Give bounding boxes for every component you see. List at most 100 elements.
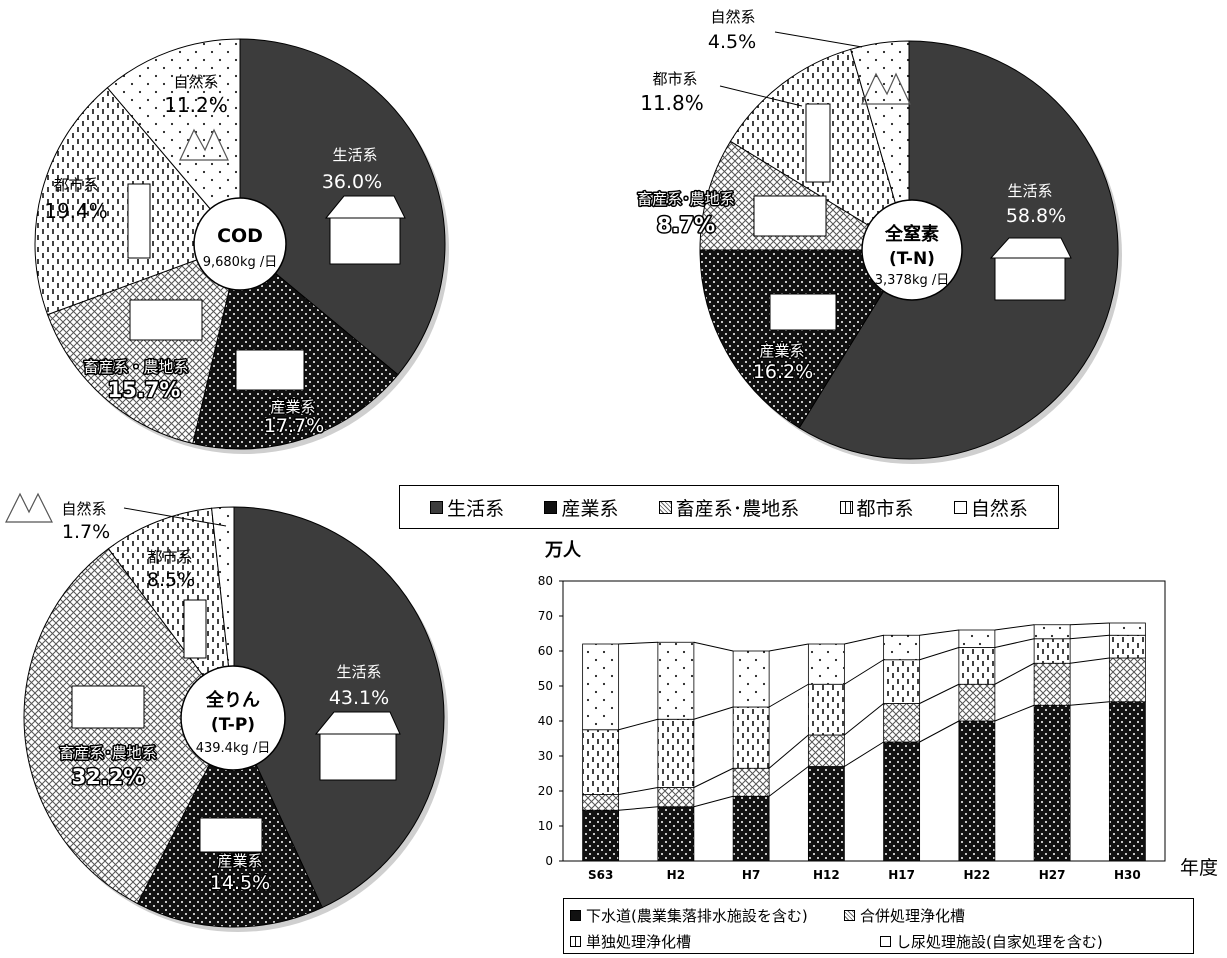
factory-icon <box>770 294 836 330</box>
legend-label: 生活系 <box>447 494 504 521</box>
tn-shizen-label: 自然系 <box>710 8 755 26</box>
tp-sangyo-value: 14.5% <box>210 872 270 894</box>
tp-title2: (T-P) <box>211 715 255 735</box>
bar-segment-1 <box>1034 705 1070 861</box>
legend-item-shizen: 自然系 <box>954 494 1028 521</box>
x-tick-label: H27 <box>1039 868 1066 882</box>
y-tick-label: 20 <box>538 784 553 798</box>
bar-legend-item: し尿処理施設(自家処理を含む) <box>880 931 1103 952</box>
bar-segment-3 <box>808 684 844 735</box>
tp-toshi-value: 8.5% <box>147 569 195 591</box>
field-icon <box>754 196 826 236</box>
plot-area <box>563 581 1165 861</box>
bar-segment-1 <box>808 767 844 862</box>
bar-segment-1 <box>658 807 694 861</box>
bar-segment-2 <box>884 704 920 743</box>
bar-segment-2 <box>808 735 844 767</box>
bar-segment-3 <box>583 730 619 795</box>
bar-legend-label: 合併処理浄化槽 <box>860 905 965 926</box>
y-tick-label: 0 <box>545 854 553 868</box>
house-icon <box>326 196 405 264</box>
bar-legend-item: 合併処理浄化槽 <box>844 905 965 926</box>
swatch-icon <box>880 936 891 947</box>
bar-segment-1 <box>733 796 769 861</box>
swatch-icon <box>844 910 855 921</box>
tp-shizen-value: 1.7% <box>62 521 110 543</box>
tp-sangyo-label: 産業系 <box>217 852 262 870</box>
swatch-icon <box>570 910 581 921</box>
cod-seikatsu-value: 36.0% <box>322 171 382 193</box>
bar-segment-3 <box>959 648 995 685</box>
building-icon <box>806 104 830 182</box>
bar-legend-label: し尿処理施設(自家処理を含む) <box>896 931 1103 952</box>
building-icon <box>184 600 206 658</box>
legend-item-sangyo: 産業系 <box>544 494 618 521</box>
tn-chikusan-value: 8.7% <box>657 213 715 237</box>
tn-seikatsu-value: 58.8% <box>1006 205 1066 227</box>
tn-title: 全窒素 <box>884 223 939 245</box>
house-icon <box>316 712 400 780</box>
y-tick-label: 40 <box>538 714 553 728</box>
bar-segment-2 <box>1109 658 1145 702</box>
field-icon <box>72 686 144 728</box>
bar-legend: 下水道(農業集落排水施設を含む) 合併処理浄化槽 単独処理浄化槽 し尿処理施設(… <box>563 898 1194 954</box>
y-tick-label: 70 <box>538 609 553 623</box>
bar-segment-1 <box>959 721 995 861</box>
bar-segment-4 <box>1034 625 1070 639</box>
bar-segment-4 <box>658 642 694 719</box>
swatch-icon <box>544 501 557 514</box>
tp-chikusan-label: 畜産系･農地系 <box>59 744 157 762</box>
legend-label: 産業系 <box>561 494 618 521</box>
bar-segment-3 <box>1109 635 1145 658</box>
tp-seikatsu-value: 43.1% <box>329 687 389 709</box>
x-axis-label: 年度 <box>1180 857 1218 879</box>
bar-segment-4 <box>884 635 920 660</box>
cod-title: COD <box>217 225 263 247</box>
y-tick-label: 10 <box>538 819 553 833</box>
legend-item-seikatsu: 生活系 <box>430 494 504 521</box>
bar-segment-2 <box>583 795 619 811</box>
pie-tn-center: 全窒素 (T-N) 3,378kg /日 <box>862 200 962 300</box>
cod-seikatsu-label: 生活系 <box>332 146 377 164</box>
factory-icon <box>236 350 304 390</box>
swatch-icon <box>430 501 443 514</box>
x-tick-label: H22 <box>964 868 991 882</box>
swatch-icon <box>659 501 672 514</box>
bar-segment-3 <box>733 707 769 768</box>
bar-segment-1 <box>1109 702 1145 861</box>
cod-sangyo-label: 産業系 <box>270 398 315 416</box>
field-icon <box>130 300 202 340</box>
cod-toshi-label: 都市系 <box>53 176 98 194</box>
bar-legend-label: 単独処理浄化槽 <box>586 931 691 952</box>
bar-segment-3 <box>658 719 694 787</box>
x-tick-label: H7 <box>742 868 760 882</box>
building-icon <box>128 184 150 258</box>
cod-shizen-label: 自然系 <box>173 73 218 91</box>
bar-segment-1 <box>884 742 920 861</box>
legend-label: 畜産系･農地系 <box>676 494 800 521</box>
y-tick-label: 60 <box>538 644 553 658</box>
factory-icon <box>200 818 262 852</box>
pie-cod-center: COD 9,680kg /日 <box>194 198 286 290</box>
tp-chikusan-value: 32.2% <box>72 765 145 789</box>
tn-seikatsu-label: 生活系 <box>1007 182 1052 200</box>
bar-segment-4 <box>808 644 844 684</box>
x-tick-label: H12 <box>813 868 840 882</box>
tn-shizen-value: 4.5% <box>708 31 756 53</box>
bar-segment-4 <box>1109 623 1145 635</box>
bar-legend-item: 単独処理浄化槽 <box>570 931 691 952</box>
tp-seikatsu-label: 生活系 <box>336 663 381 681</box>
bar-segment-2 <box>733 768 769 796</box>
bar-segment-2 <box>658 788 694 807</box>
tn-chikusan-label: 畜産系･農地系 <box>637 190 735 208</box>
y-tick-label: 80 <box>538 574 553 588</box>
x-tick-label: H17 <box>888 868 915 882</box>
x-tick-label: S63 <box>588 868 613 882</box>
y-axis-label: 万人 <box>544 540 582 561</box>
bar-segment-4 <box>583 644 619 730</box>
bar-segment-4 <box>959 630 995 648</box>
tn-subtitle: 3,378kg /日 <box>875 273 950 288</box>
legend-item-chikusan: 畜産系･農地系 <box>659 494 800 521</box>
bar-segment-2 <box>1034 663 1070 705</box>
